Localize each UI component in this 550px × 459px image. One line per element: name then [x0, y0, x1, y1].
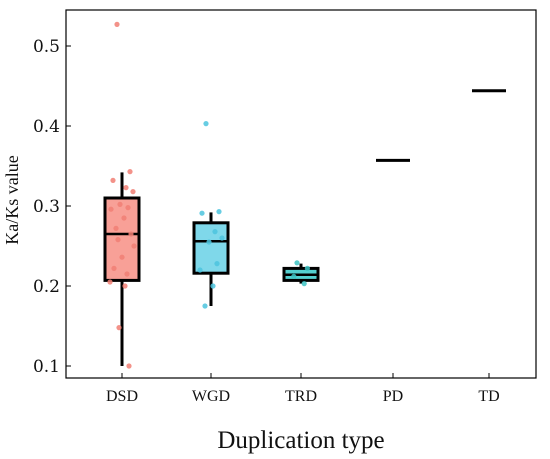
box-wgd: [192, 212, 230, 306]
data-point: [115, 237, 121, 243]
data-point: [127, 169, 133, 175]
data-point: [291, 273, 297, 279]
data-point: [110, 177, 116, 183]
data-point: [214, 261, 220, 267]
data-point: [126, 363, 132, 369]
plot-frame: [65, 9, 537, 379]
data-point: [199, 210, 205, 216]
data-point: [301, 281, 307, 287]
data-point: [212, 229, 218, 235]
x-axis-title: Duplication type: [217, 427, 384, 454]
data-point: [116, 325, 122, 331]
data-point: [121, 215, 127, 221]
y-tick-label: 0.5: [33, 37, 60, 57]
y-axis: 0.1 0.2 0.3 0.4 0.5: [33, 37, 71, 377]
data-point: [111, 265, 117, 271]
data-point: [294, 260, 300, 266]
jitter-points: [107, 21, 310, 369]
data-point: [202, 303, 208, 309]
data-point: [219, 235, 225, 241]
x-tick-label: TD: [478, 388, 499, 405]
box-body: [192, 221, 230, 275]
data-point: [124, 271, 130, 277]
data-point: [125, 205, 131, 211]
data-point: [123, 185, 129, 191]
data-point: [107, 279, 113, 285]
data-point: [122, 283, 128, 289]
data-point: [113, 225, 119, 231]
data-point: [131, 243, 137, 249]
data-point: [130, 189, 136, 195]
data-point: [128, 231, 134, 237]
data-point: [114, 21, 120, 27]
x-tick-label: TRD: [285, 388, 317, 405]
data-point: [206, 239, 212, 245]
data-point: [210, 283, 216, 289]
box-trd: [282, 263, 320, 284]
data-point: [304, 265, 310, 271]
data-point: [117, 201, 123, 207]
data-point: [197, 267, 203, 273]
box-series: [103, 89, 506, 366]
y-tick-label: 0.3: [33, 197, 60, 217]
data-point: [119, 254, 125, 260]
y-tick-label: 0.1: [33, 357, 60, 377]
y-tick-label: 0.4: [33, 117, 60, 137]
data-point: [216, 209, 222, 215]
box-dsd: [103, 172, 141, 366]
y-tick-label: 0.2: [33, 277, 60, 297]
x-tick-label: DSD: [106, 388, 138, 405]
data-point: [108, 206, 114, 212]
y-axis-title: Ka/Ks value: [2, 155, 22, 244]
x-tick-label: PD: [383, 388, 403, 405]
data-point: [203, 121, 209, 127]
x-axis: DSD WGD TRD PD TD: [106, 373, 500, 405]
x-tick-label: WGD: [192, 388, 230, 405]
